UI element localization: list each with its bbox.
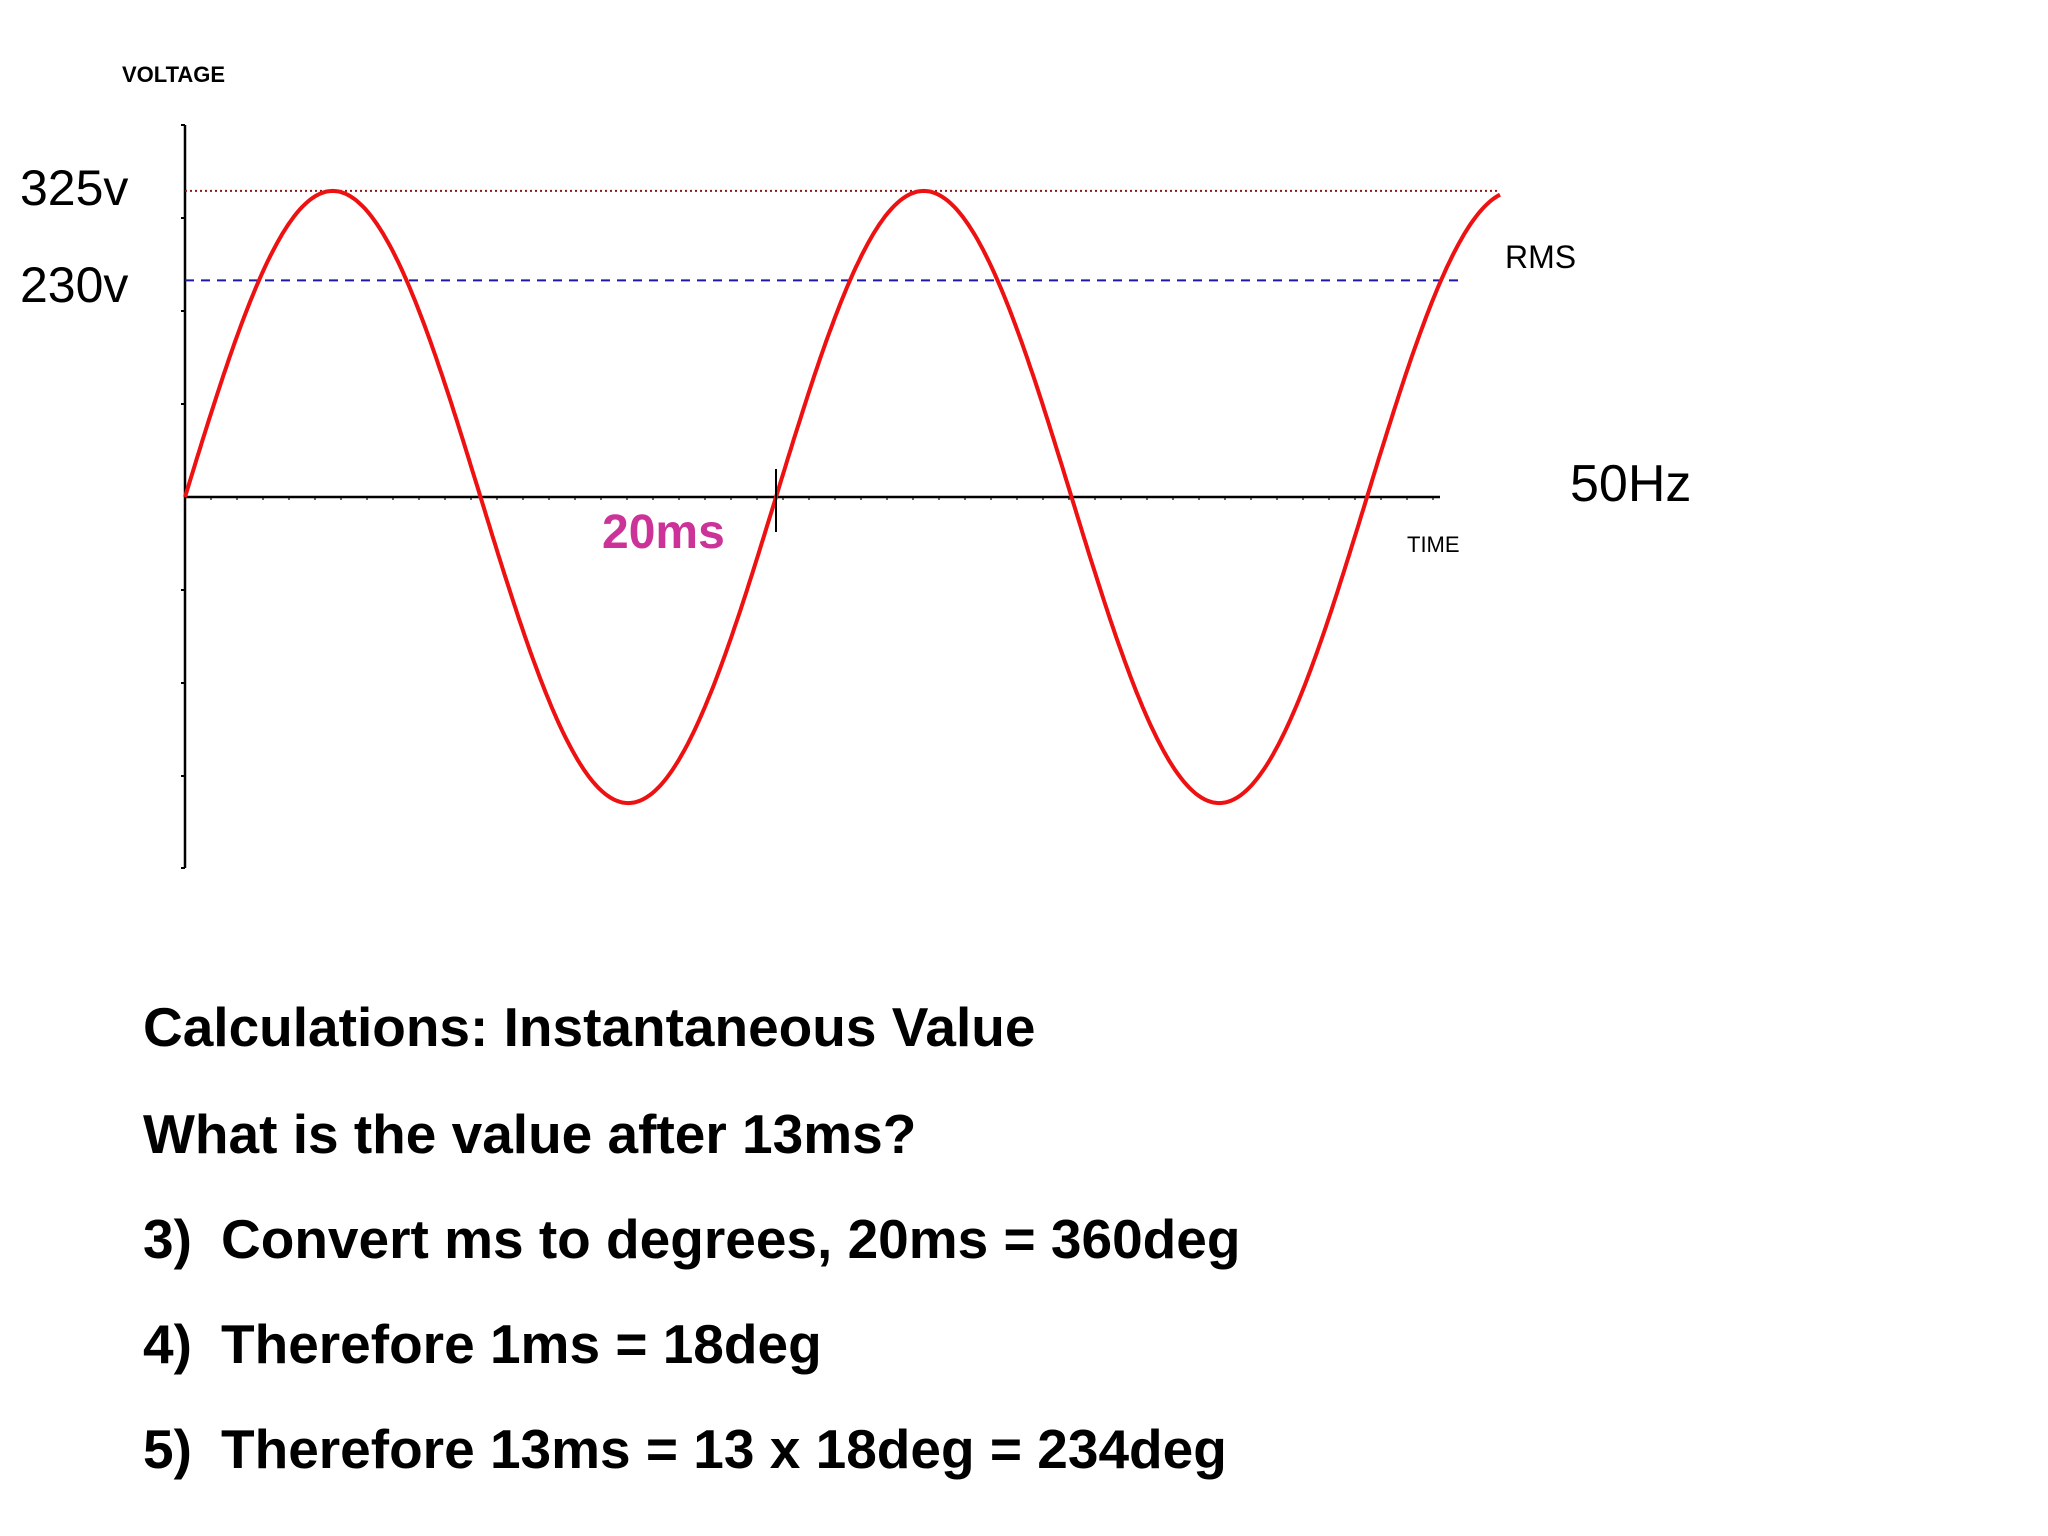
calc-step-4: 4) Therefore 1ms = 18deg (143, 1317, 822, 1372)
rms-value-label: 230v (20, 257, 128, 313)
step-number: 3) (143, 1208, 192, 1270)
calc-question: What is the value after 13ms? (143, 1103, 917, 1165)
y-axis-label: VOLTAGE (122, 62, 225, 87)
sine-wave-chart: VOLTAGE TIME 325v 230v RMS 50Hz 20ms (20, 62, 1691, 869)
step-text: Therefore 1ms = 18deg (221, 1313, 822, 1375)
rms-label: RMS (1505, 239, 1576, 275)
x-axis-ticks (184, 497, 1434, 500)
period-label: 20ms (602, 506, 725, 559)
calc-title: Calculations: Instantaneous Value (143, 996, 1036, 1058)
step-number: 4) (143, 1313, 192, 1375)
calc-step-5: 5) Therefore 13ms = 13 x 18deg = 234deg (143, 1422, 1227, 1477)
step-number: 5) (143, 1418, 192, 1480)
calc-step-3: 3) Convert ms to degrees, 20ms = 360deg (143, 1212, 1240, 1267)
frequency-label: 50Hz (1570, 455, 1691, 513)
peak-value-label: 325v (20, 160, 128, 216)
y-axis-ticks (181, 124, 185, 869)
step-text: Convert ms to degrees, 20ms = 360deg (221, 1208, 1241, 1270)
step-text: Therefore 13ms = 13 x 18deg = 234deg (221, 1418, 1227, 1480)
sine-wave-series (183, 188, 1501, 806)
x-axis-label: TIME (1407, 532, 1460, 557)
